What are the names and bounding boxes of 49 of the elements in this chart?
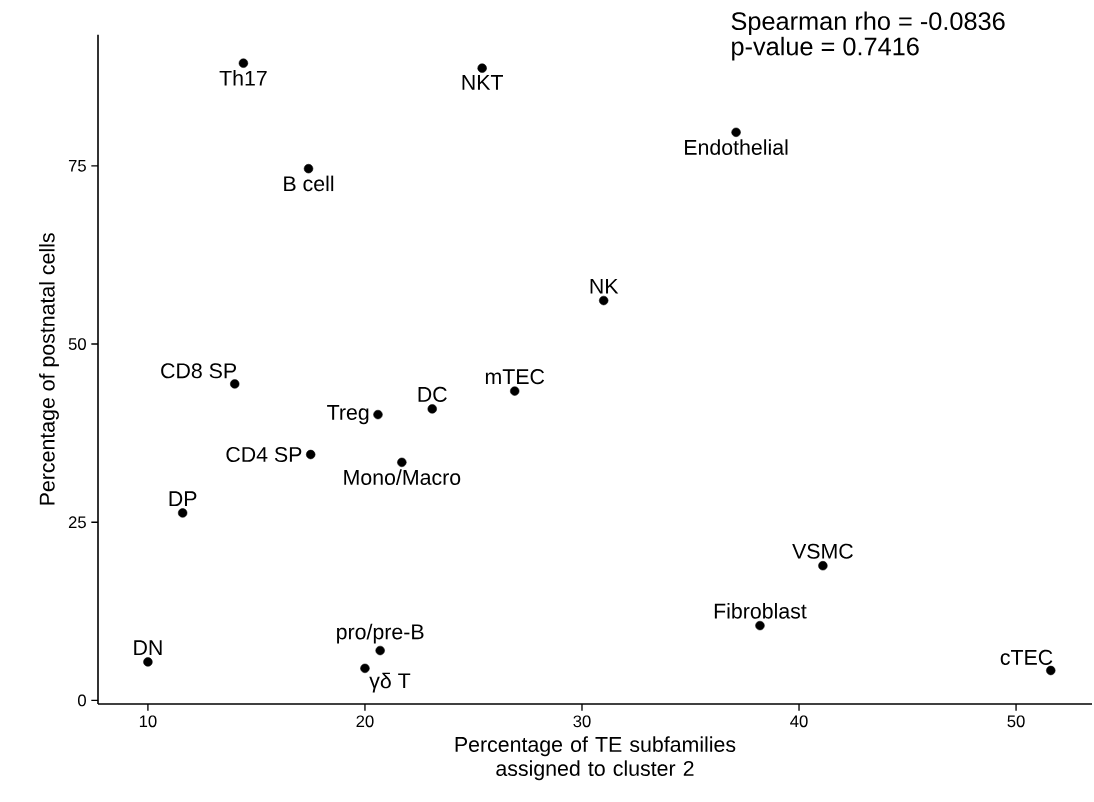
x-tick-label: 10 — [139, 715, 157, 728]
annotation: Endothelial — [685, 139, 788, 155]
annotation: p-value = 0.7416 — [732, 36, 919, 61]
y-tick-label: 25 — [68, 516, 86, 529]
annotation: VSMC — [792, 543, 853, 559]
point — [360, 663, 370, 674]
annotation: Treg — [327, 405, 369, 425]
annotation: NKT — [462, 75, 503, 90]
point — [177, 508, 188, 518]
point — [303, 164, 314, 174]
annotation: pro/pre-B — [337, 623, 424, 644]
y-axis-title: Percentage of postnatal cells — [39, 233, 59, 505]
annotation: mTEC — [485, 369, 545, 385]
annotation: CD8 SP — [161, 363, 236, 379]
x-tick-label: 20 — [356, 715, 374, 728]
annotation: Fibroblast — [714, 602, 807, 619]
point — [599, 295, 609, 306]
annotation: Th17 — [219, 70, 267, 86]
point — [306, 449, 316, 460]
point — [230, 379, 240, 389]
point — [755, 620, 765, 631]
x-axis-title: Percentage of TE subfamilies assigned to cluster 2 — [455, 736, 736, 781]
point — [818, 561, 828, 571]
point — [397, 457, 407, 468]
point — [143, 657, 153, 667]
x-tick-label: 30 — [573, 715, 591, 728]
point — [375, 645, 385, 656]
annotation: DC — [418, 386, 447, 402]
annotation: CD4 SP — [226, 446, 302, 463]
point — [731, 127, 741, 137]
annotation: DN — [134, 640, 162, 656]
y-tick-label: 0 — [78, 694, 86, 707]
x-tick-label: 40 — [790, 715, 808, 728]
point — [373, 409, 383, 420]
point — [1046, 665, 1056, 676]
annotation: γδ T — [369, 672, 411, 693]
point — [238, 58, 249, 68]
y-tick-label: 75 — [68, 160, 86, 172]
point — [477, 63, 487, 73]
annotation: NK — [590, 278, 619, 294]
point — [427, 404, 437, 414]
point — [510, 386, 520, 396]
annotation: DP — [169, 491, 197, 507]
y-tick-label: 50 — [68, 338, 86, 350]
annotation: B cell — [284, 175, 334, 192]
x-tick-label: 50 — [1007, 715, 1025, 728]
annotation: Mono/Macro — [344, 469, 461, 485]
annotation: Spearman rho = -0.0836 — [731, 11, 1005, 36]
annotation: cTEC — [1000, 649, 1053, 665]
